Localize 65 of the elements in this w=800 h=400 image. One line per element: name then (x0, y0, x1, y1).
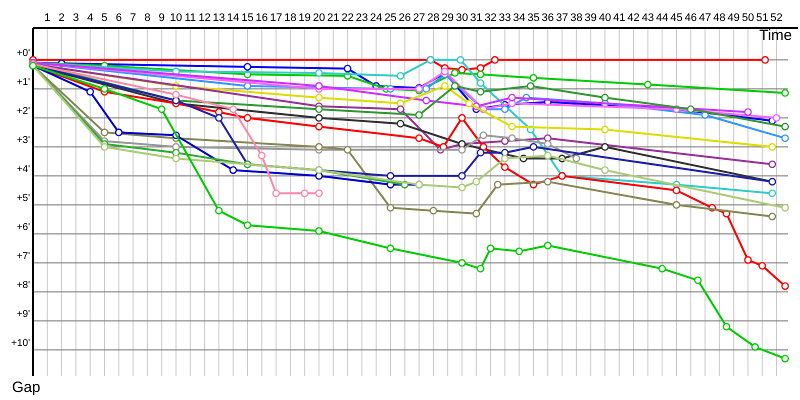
x-tick-label: 50 (742, 12, 754, 24)
y-tick-label: +1' (16, 76, 30, 88)
x-tick-label: 47 (698, 12, 712, 24)
y-tick-label: +10' (11, 338, 30, 349)
x-tick-label: 52 (770, 12, 783, 24)
x-tick-label: 45 (670, 12, 683, 24)
x-tick-label: 18 (284, 12, 297, 24)
x-tick-label: 24 (370, 12, 382, 24)
x-tick-label: 13 (212, 12, 226, 24)
x-tick-label: 35 (527, 12, 540, 24)
x-tick-label: 5 (101, 12, 108, 24)
x-tick-label: 14 (227, 12, 240, 24)
x-tick-label: 40 (598, 12, 612, 24)
y-tick-label: +0' (16, 48, 30, 59)
y-tick-label: +4' (16, 164, 30, 175)
x-tick-label: 32 (484, 12, 497, 24)
x-tick-label: 26 (398, 12, 411, 24)
x-tick-label: 29 (442, 12, 454, 24)
x-tick-label: 6 (116, 12, 122, 24)
x-tick-label: 33 (498, 12, 511, 24)
x-tick-label: 10 (170, 12, 182, 24)
x-tick-label: 49 (728, 12, 740, 24)
x-tick-label: 28 (427, 12, 440, 24)
y-tick-label: +6' (16, 222, 30, 233)
x-tick-label: 23 (356, 12, 368, 24)
x-tick-label: 17 (270, 12, 282, 24)
x-tick-label: 51 (756, 12, 768, 24)
y-tick-label: +5' (16, 192, 30, 204)
x-tick-label: 27 (412, 12, 426, 24)
x-tick-label: 2 (58, 12, 65, 24)
x-tick-label: 39 (584, 12, 597, 24)
x-tick-label: 11 (184, 12, 196, 24)
x-tick-label: 38 (570, 12, 582, 24)
y-tick-label: +8' (16, 280, 30, 291)
x-tick-label: 7 (130, 12, 136, 24)
x-tick-label: 21 (327, 12, 340, 24)
x-tick-label: 8 (144, 12, 150, 24)
x-tick-label: 41 (613, 12, 626, 24)
x-tick-label: 46 (684, 12, 697, 24)
x-axis-title: Time (759, 27, 792, 44)
x-tick-label: 37 (556, 12, 568, 24)
x-tick-label: 42 (627, 12, 640, 24)
x-tick-label: 20 (312, 12, 326, 24)
x-tick-label: 31 (470, 12, 482, 24)
x-tick-label: 34 (513, 12, 526, 24)
x-tick-label: 48 (713, 12, 726, 24)
x-tick-label: 43 (642, 12, 654, 24)
x-tick-label: 16 (256, 12, 268, 24)
y-tick-label: +3' (16, 134, 30, 146)
x-tick-label: 22 (341, 12, 354, 24)
x-tick-label: 15 (241, 12, 254, 24)
y-tick-label: +2' (16, 106, 30, 117)
y-axis-title: Gap (12, 379, 40, 396)
y-tick-label: +9' (16, 308, 30, 320)
x-tick-label: 30 (456, 12, 468, 24)
x-tick-label: 12 (198, 12, 211, 24)
x-tick-label: 44 (656, 12, 668, 24)
x-tick-label: 4 (87, 12, 94, 24)
x-tick-label: 36 (542, 12, 554, 24)
x-tick-label: 9 (158, 12, 165, 24)
y-tick-label: +7' (16, 250, 30, 262)
x-tick-label: 25 (384, 12, 397, 24)
x-tick-label: 19 (298, 12, 311, 24)
x-tick-label: 1 (44, 12, 50, 24)
x-tick-label: 3 (72, 12, 79, 24)
